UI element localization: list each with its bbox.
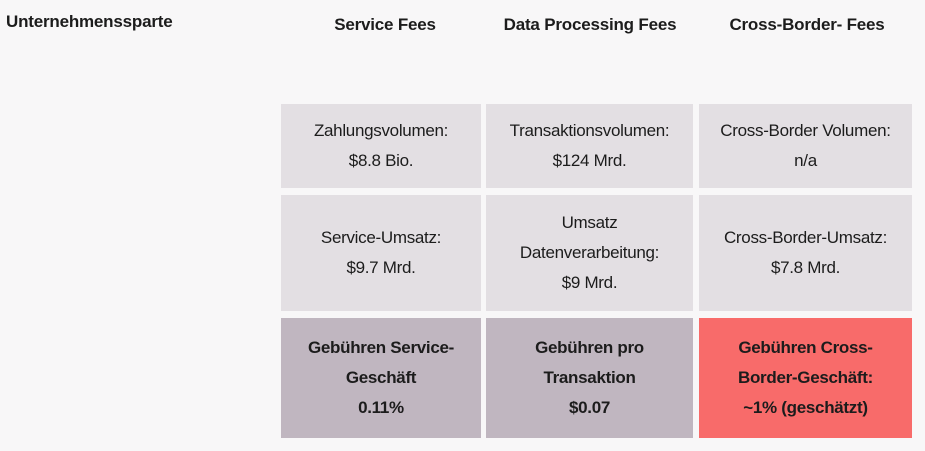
cell-fee-per-transaction: Gebühren pro Transaktion $0.07: [486, 318, 693, 438]
cell-service-revenue: Service-Umsatz: $9.7 Mrd.: [281, 195, 481, 311]
column-header-line: Data: [503, 15, 540, 34]
cell-label: Transaktionsvolumen:: [509, 121, 670, 140]
cell-data-processing-revenue: Umsatz Datenverarbeitung: $9 Mrd.: [486, 195, 693, 311]
cell-value: $9 Mrd.: [561, 273, 618, 292]
cell-cross-border-fee-rate: Gebühren Cross- Border-Geschäft: ~1% (ge…: [699, 318, 912, 438]
column-header-service-fees: Service Fees: [281, 12, 489, 38]
cell-service-fee-rate: Gebühren Service- Geschäft 0.11%: [281, 318, 481, 438]
cell-value: $0.07: [568, 398, 611, 417]
cell-label: Border-Geschäft:: [737, 368, 873, 387]
cell-value: 0.11%: [358, 398, 404, 417]
column-header-line: Fees: [846, 15, 885, 34]
cell-value: $9.7 Mrd.: [346, 258, 416, 277]
column-header-line: Service Fees: [334, 15, 436, 34]
cell-label: Umsatz: [561, 213, 618, 232]
cell-label: Zahlungsvolumen:: [313, 121, 449, 140]
cell-label: Cross-Border Volumen:: [720, 121, 891, 140]
column-header-line: Processing: [544, 15, 634, 34]
cell-label: Service-Umsatz:: [320, 228, 442, 247]
cell-transaction-volume: Transaktionsvolumen: $124 Mrd.: [486, 104, 693, 188]
cell-cross-border-revenue: Cross-Border-Umsatz: $7.8 Mrd.: [699, 195, 912, 311]
row-label-heading: Unternehmenssparte: [6, 12, 173, 31]
cell-label: Gebühren pro: [535, 338, 644, 357]
cell-value: $7.8 Mrd.: [770, 258, 841, 277]
column-header-line: Cross-Border-: [729, 15, 843, 34]
cell-service-volume: Zahlungsvolumen: $8.8 Bio.: [281, 104, 481, 188]
column-header-data-processing-fees: Data Processing Fees: [486, 12, 694, 38]
cell-label: Gebühren Service-: [307, 338, 455, 357]
column-header-cross-border-fees: Cross-Border- Fees: [703, 12, 911, 38]
cell-label: Transaktion: [543, 368, 636, 387]
cell-label: Geschäft: [345, 368, 417, 387]
cell-value: n/a: [794, 151, 817, 170]
cell-label: Cross-Border-Umsatz:: [723, 228, 888, 247]
cell-cross-border-volume: Cross-Border Volumen: n/a: [699, 104, 912, 188]
column-header-line: Fees: [638, 15, 677, 34]
cell-value: $8.8 Bio.: [348, 151, 414, 170]
cell-value: $124 Mrd.: [552, 151, 627, 170]
cell-value: ~1% (geschätzt): [743, 398, 868, 417]
cell-label: Gebühren Cross-: [738, 338, 873, 357]
cell-label: Datenverarbeitung:: [519, 243, 660, 262]
